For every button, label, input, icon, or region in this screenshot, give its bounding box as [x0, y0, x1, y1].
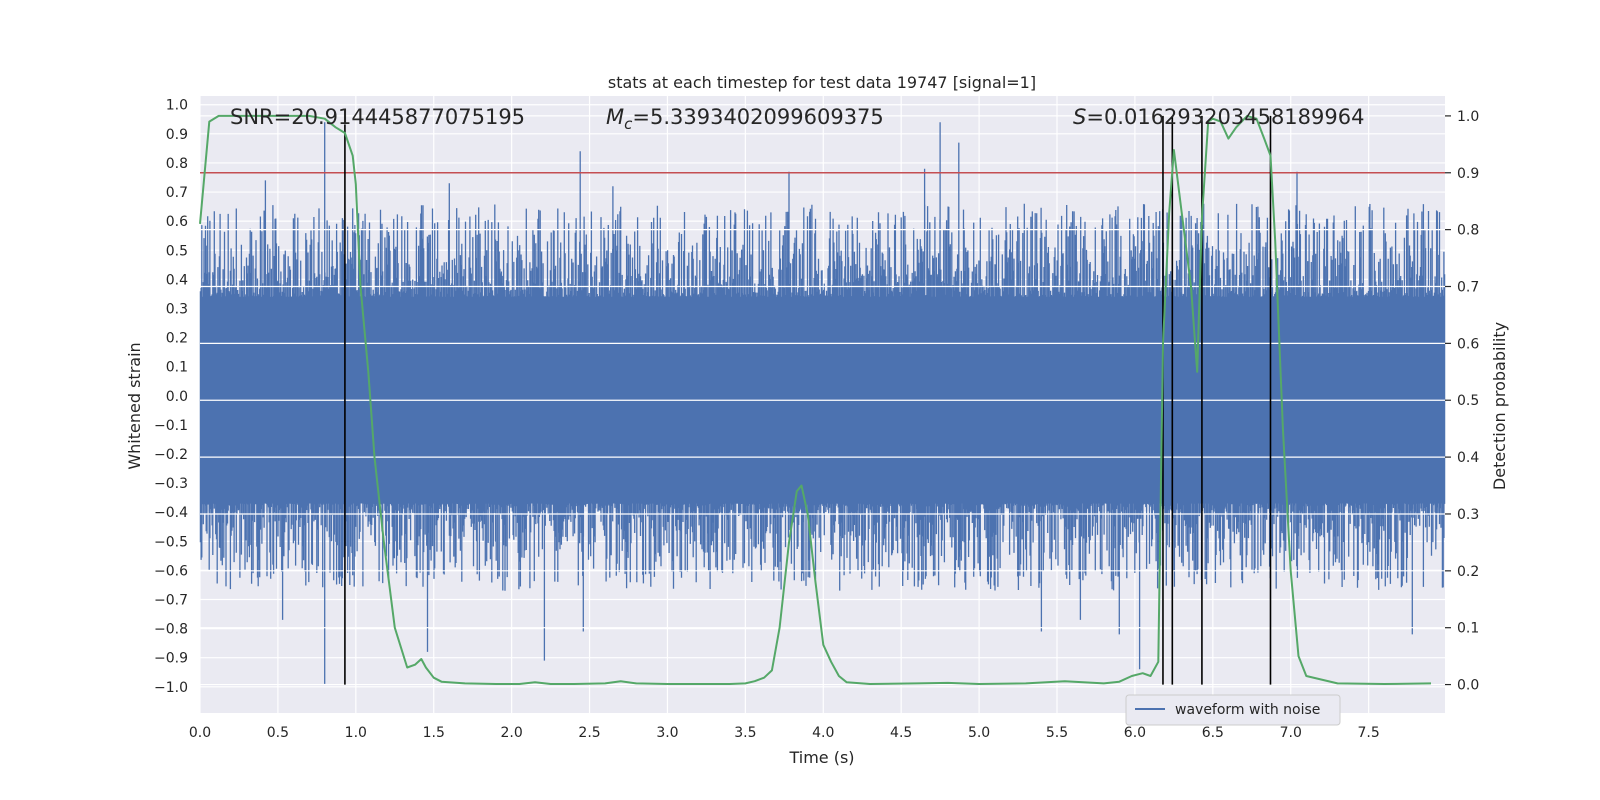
y-tick-label: 0.1 [166, 360, 188, 376]
x-tick-label: 5.5 [1046, 725, 1068, 741]
s-value: =0.016293203458189964 [1086, 105, 1364, 129]
x-tick-label: 4.5 [890, 725, 912, 741]
right-tick-label: 1.0 [1457, 109, 1479, 125]
right-tick-label: 0.2 [1457, 564, 1479, 580]
right-axis-label: Detection probability [1490, 322, 1509, 490]
right-tick-label: 0.0 [1457, 678, 1479, 694]
x-tick-label: 6.0 [1124, 725, 1146, 741]
y-tick-label: 1.0 [166, 98, 188, 114]
y-tick-label: −0.4 [154, 505, 188, 521]
y-tick-label: 0.5 [166, 243, 188, 259]
y-tick-label: 0.9 [166, 127, 188, 143]
s-annotation: S=0.016293203458189964 [1073, 105, 1364, 129]
y-tick-label: 0.8 [166, 156, 188, 172]
chirp-mass-subscript: c [624, 115, 633, 133]
x-tick-label: 1.5 [423, 725, 445, 741]
y-tick-label: −0.3 [154, 476, 188, 492]
x-tick-label: 1.0 [345, 725, 367, 741]
x-axis-ticks: 0.0 0.5 1.0 1.5 2.0 2.5 3.0 3.5 4.0 4.5 5.0 5.5 6.0 6… [189, 725, 1380, 741]
s-symbol: S [1073, 105, 1086, 129]
right-tick-label: 0.8 [1457, 223, 1479, 239]
y-tick-label: −0.1 [154, 418, 188, 434]
y-axis-label: Whitened strain [125, 342, 144, 469]
y-tick-label: −0.2 [154, 447, 188, 463]
y-tick-label: 0.0 [166, 389, 188, 405]
right-tick-label: 0.7 [1457, 280, 1479, 296]
x-tick-label: 7.0 [1280, 725, 1302, 741]
y-tick-label: −1.0 [154, 680, 188, 696]
right-tick-label: 0.1 [1457, 621, 1479, 637]
x-tick-label: 2.5 [578, 725, 600, 741]
y-tick-label: −0.6 [154, 563, 188, 579]
x-axis-label: Time (s) [788, 748, 854, 767]
x-tick-label: 3.5 [734, 725, 756, 741]
y-tick-label: −0.7 [154, 592, 188, 608]
y-tick-label: −0.5 [154, 534, 188, 550]
y-tick-label: −0.9 [154, 651, 188, 667]
right-tick-label: 0.3 [1457, 507, 1479, 523]
right-tick-label: 0.6 [1457, 336, 1479, 352]
legend-label: waveform with noise [1175, 702, 1320, 718]
y-axis-ticks: 1.0 0.9 0.8 0.7 0.6 0.5 0.4 0.3 0.2 0.1 0.0 −0.1 −0.… [154, 98, 188, 696]
legend-box [1125, 694, 1341, 726]
chart-title: stats at each timestep for test data 197… [608, 73, 1036, 92]
x-tick-label: 4.0 [812, 725, 834, 741]
right-tick-label: 0.5 [1457, 393, 1479, 409]
x-tick-label: 3.0 [656, 725, 678, 741]
y-tick-label: 0.6 [166, 214, 188, 230]
waveform-spikes [199, 122, 1446, 684]
x-tick-label: 7.5 [1358, 725, 1380, 741]
chirp-mass-annotation: Mc=5.3393402099609375 [606, 105, 884, 133]
legend: waveform with noise [1125, 694, 1341, 726]
x-tick-label: 2.0 [501, 725, 523, 741]
x-tick-label: 6.5 [1202, 725, 1224, 741]
right-axis-ticks: 1.0 0.9 0.8 0.7 0.6 0.5 0.4 0.3 0.2 0.1 0.0 [1445, 109, 1479, 694]
x-tick-label: 5.0 [968, 725, 990, 741]
x-tick-label: 0.5 [267, 725, 289, 741]
y-tick-label: −0.8 [154, 622, 188, 638]
right-tick-label: 0.4 [1457, 450, 1479, 466]
x-tick-label: 0.0 [189, 725, 211, 741]
chirp-mass-value: =5.3393402099609375 [632, 105, 883, 129]
y-tick-label: 0.4 [166, 272, 188, 288]
right-tick-label: 0.9 [1457, 166, 1479, 182]
snr-annotation: SNR=20.914445877075195 [230, 105, 525, 129]
y-tick-label: 0.2 [166, 331, 188, 347]
detection-probability-line [199, 114, 1432, 685]
y-tick-label: 0.3 [166, 301, 188, 317]
chirp-mass-symbol: M [606, 105, 624, 129]
y-tick-label: 0.7 [166, 185, 188, 201]
